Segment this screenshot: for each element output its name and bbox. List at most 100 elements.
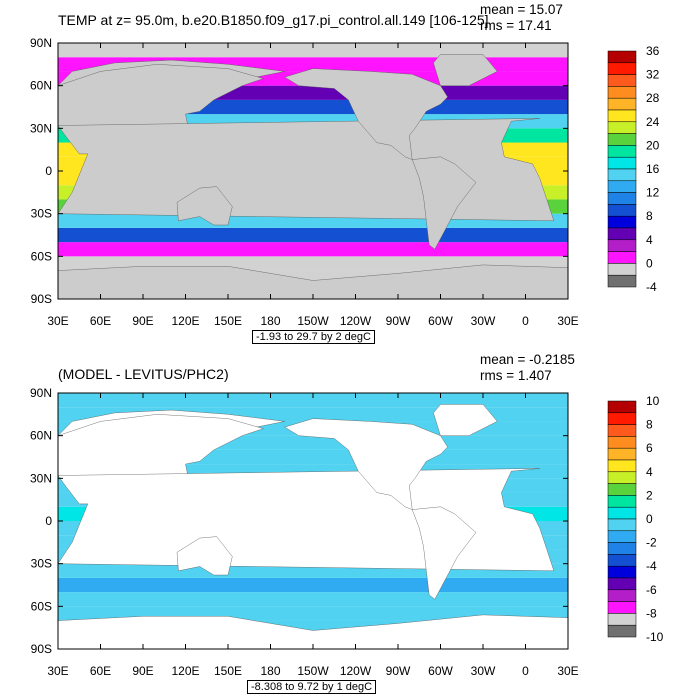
colorbar-label: 0: [646, 512, 653, 526]
y-tick-label: 30N: [30, 471, 52, 485]
x-tick-label: 30E: [47, 664, 68, 678]
colorbar-swatch: [607, 227, 637, 241]
ocean-band: [58, 577, 568, 593]
colorbar-label: 16: [646, 162, 660, 176]
colorbar: 10 8 6 4 2 0 -2 -4 -6 -8 -10: [607, 394, 664, 644]
colorbar-swatch: [607, 471, 637, 484]
x-tick-label: 120W: [340, 664, 372, 678]
mean-label: mean = -0.2185: [480, 352, 575, 367]
land-mask: [58, 54, 568, 299]
x-tick-label: 90E: [132, 664, 153, 678]
y-tick-label: 30N: [30, 121, 52, 135]
land-shape: [411, 156, 477, 250]
colorbar-swatch: [607, 50, 637, 64]
land-shape: [433, 404, 498, 436]
y-tick-label: 90N: [30, 36, 52, 50]
x-tick-label: 60W: [428, 664, 453, 678]
axes: 30E 60E 90E 120E 150E 180 150W 120W 90W 60W 30W 0 30…: [30, 36, 579, 328]
ocean-band: [58, 227, 568, 243]
colorbar-swatch: [607, 554, 637, 567]
y-tick-label: 30S: [31, 207, 52, 221]
land-shape: [433, 54, 498, 86]
y-tick-label: 60N: [30, 429, 52, 443]
temperature-map: 30E 60E 90E 120E 150E 180 150W 120W 90W 60W 30W 0 30…: [30, 36, 660, 328]
colorbar-swatch: [607, 133, 637, 146]
colorbar-label: 10: [646, 394, 660, 408]
colorbar-label: -4: [646, 280, 657, 294]
colorbar-swatch: [607, 156, 637, 170]
colorbar-swatch: [607, 577, 637, 591]
x-tick-label: 0: [522, 664, 529, 678]
colorbar-swatch: [607, 412, 637, 425]
chart-title: TEMP at z= 95.0m, b.e20.B1850.f09_g17.pi…: [58, 12, 489, 28]
land-shape: [176, 186, 233, 226]
colorbar-swatch: [607, 565, 637, 579]
colorbar-swatch: [607, 589, 637, 602]
chart-title: (MODEL - LEVITUS/PHC2): [58, 366, 229, 382]
colorbar-label: -8: [646, 606, 657, 620]
colorbar-label: 4: [646, 233, 653, 247]
colorbar-label: -4: [646, 559, 657, 573]
colorbar-swatch: [607, 613, 637, 626]
colorbar-label: 32: [646, 68, 660, 82]
colorbar-swatch: [607, 74, 637, 87]
rms-label: rms = 1.407: [480, 368, 552, 383]
colorbar-swatch: [607, 624, 637, 638]
colorbar-swatch: [607, 495, 637, 508]
colorbar-swatch: [607, 180, 637, 193]
ocean-band: [58, 592, 568, 607]
x-tick-label: 0: [522, 314, 529, 328]
contour-range-label: -1.93 to 29.7 by 2 degC: [252, 330, 375, 344]
colorbar-label: -6: [646, 583, 657, 597]
colorbar-swatch: [607, 518, 637, 532]
land-shape: [58, 468, 555, 572]
x-tick-label: 120E: [171, 314, 199, 328]
x-tick-label: 150E: [214, 664, 242, 678]
mean-label: mean = 15.07: [480, 2, 563, 17]
difference-panel: (MODEL - LEVITUS/PHC2) mean = -0.2185 rm…: [0, 350, 700, 700]
colorbar-label: 36: [646, 44, 660, 58]
land-shape: [284, 418, 448, 510]
colorbar-label: 8: [646, 209, 653, 223]
x-tick-label: 90W: [386, 664, 411, 678]
colorbar-swatch: [607, 109, 637, 123]
land-shape: [58, 118, 555, 222]
y-tick-label: 60N: [30, 79, 52, 93]
colorbar-label: 24: [646, 115, 660, 129]
x-tick-label: 150E: [214, 314, 242, 328]
colorbar: 36 32 28 24 20 16 12 8 4 0 -4: [607, 44, 660, 294]
colorbar-swatch: [607, 483, 637, 496]
colorbar-swatch: [607, 542, 637, 555]
contour-range-label: -8.308 to 9.72 by 1 degC: [247, 680, 377, 694]
x-tick-label: 60E: [90, 664, 111, 678]
colorbar-swatch: [607, 62, 637, 75]
rms-label: rms = 17.41: [480, 18, 552, 33]
colorbar-swatch: [607, 121, 637, 134]
colorbar-swatch: [607, 400, 637, 414]
colorbar-label: 12: [646, 186, 660, 200]
temperature-panel: TEMP at z= 95.0m, b.e20.B1850.f09_g17.pi…: [30, 2, 660, 344]
colorbar-swatch: [607, 263, 637, 276]
axes: 30E 60E 90E 120E 150E 180 150W 120W 90W 60W 30W 0 30…: [30, 386, 579, 678]
colorbar-swatch: [607, 274, 637, 288]
x-tick-label: 30E: [47, 314, 68, 328]
colorbar-swatch: [607, 459, 637, 473]
colorbar-swatch: [607, 506, 637, 520]
land-shape: [411, 506, 477, 600]
colorbar-label: 20: [646, 138, 660, 152]
y-tick-label: 0: [45, 164, 52, 178]
ocean-band: [58, 242, 568, 257]
colorbar-swatch: [607, 251, 637, 264]
y-tick-label: 0: [45, 514, 52, 528]
colorbar-label: -2: [646, 536, 657, 550]
colorbar-label: 2: [646, 488, 653, 502]
x-tick-label: 150W: [297, 314, 329, 328]
colorbar-label: 6: [646, 441, 653, 455]
colorbar-swatch: [607, 601, 637, 614]
colorbar-label: 28: [646, 91, 660, 105]
colorbar-swatch: [607, 86, 637, 99]
colorbar-swatch: [607, 204, 637, 217]
colorbar-swatch: [607, 530, 637, 543]
land-shape: [58, 614, 568, 649]
x-tick-label: 120W: [340, 314, 372, 328]
